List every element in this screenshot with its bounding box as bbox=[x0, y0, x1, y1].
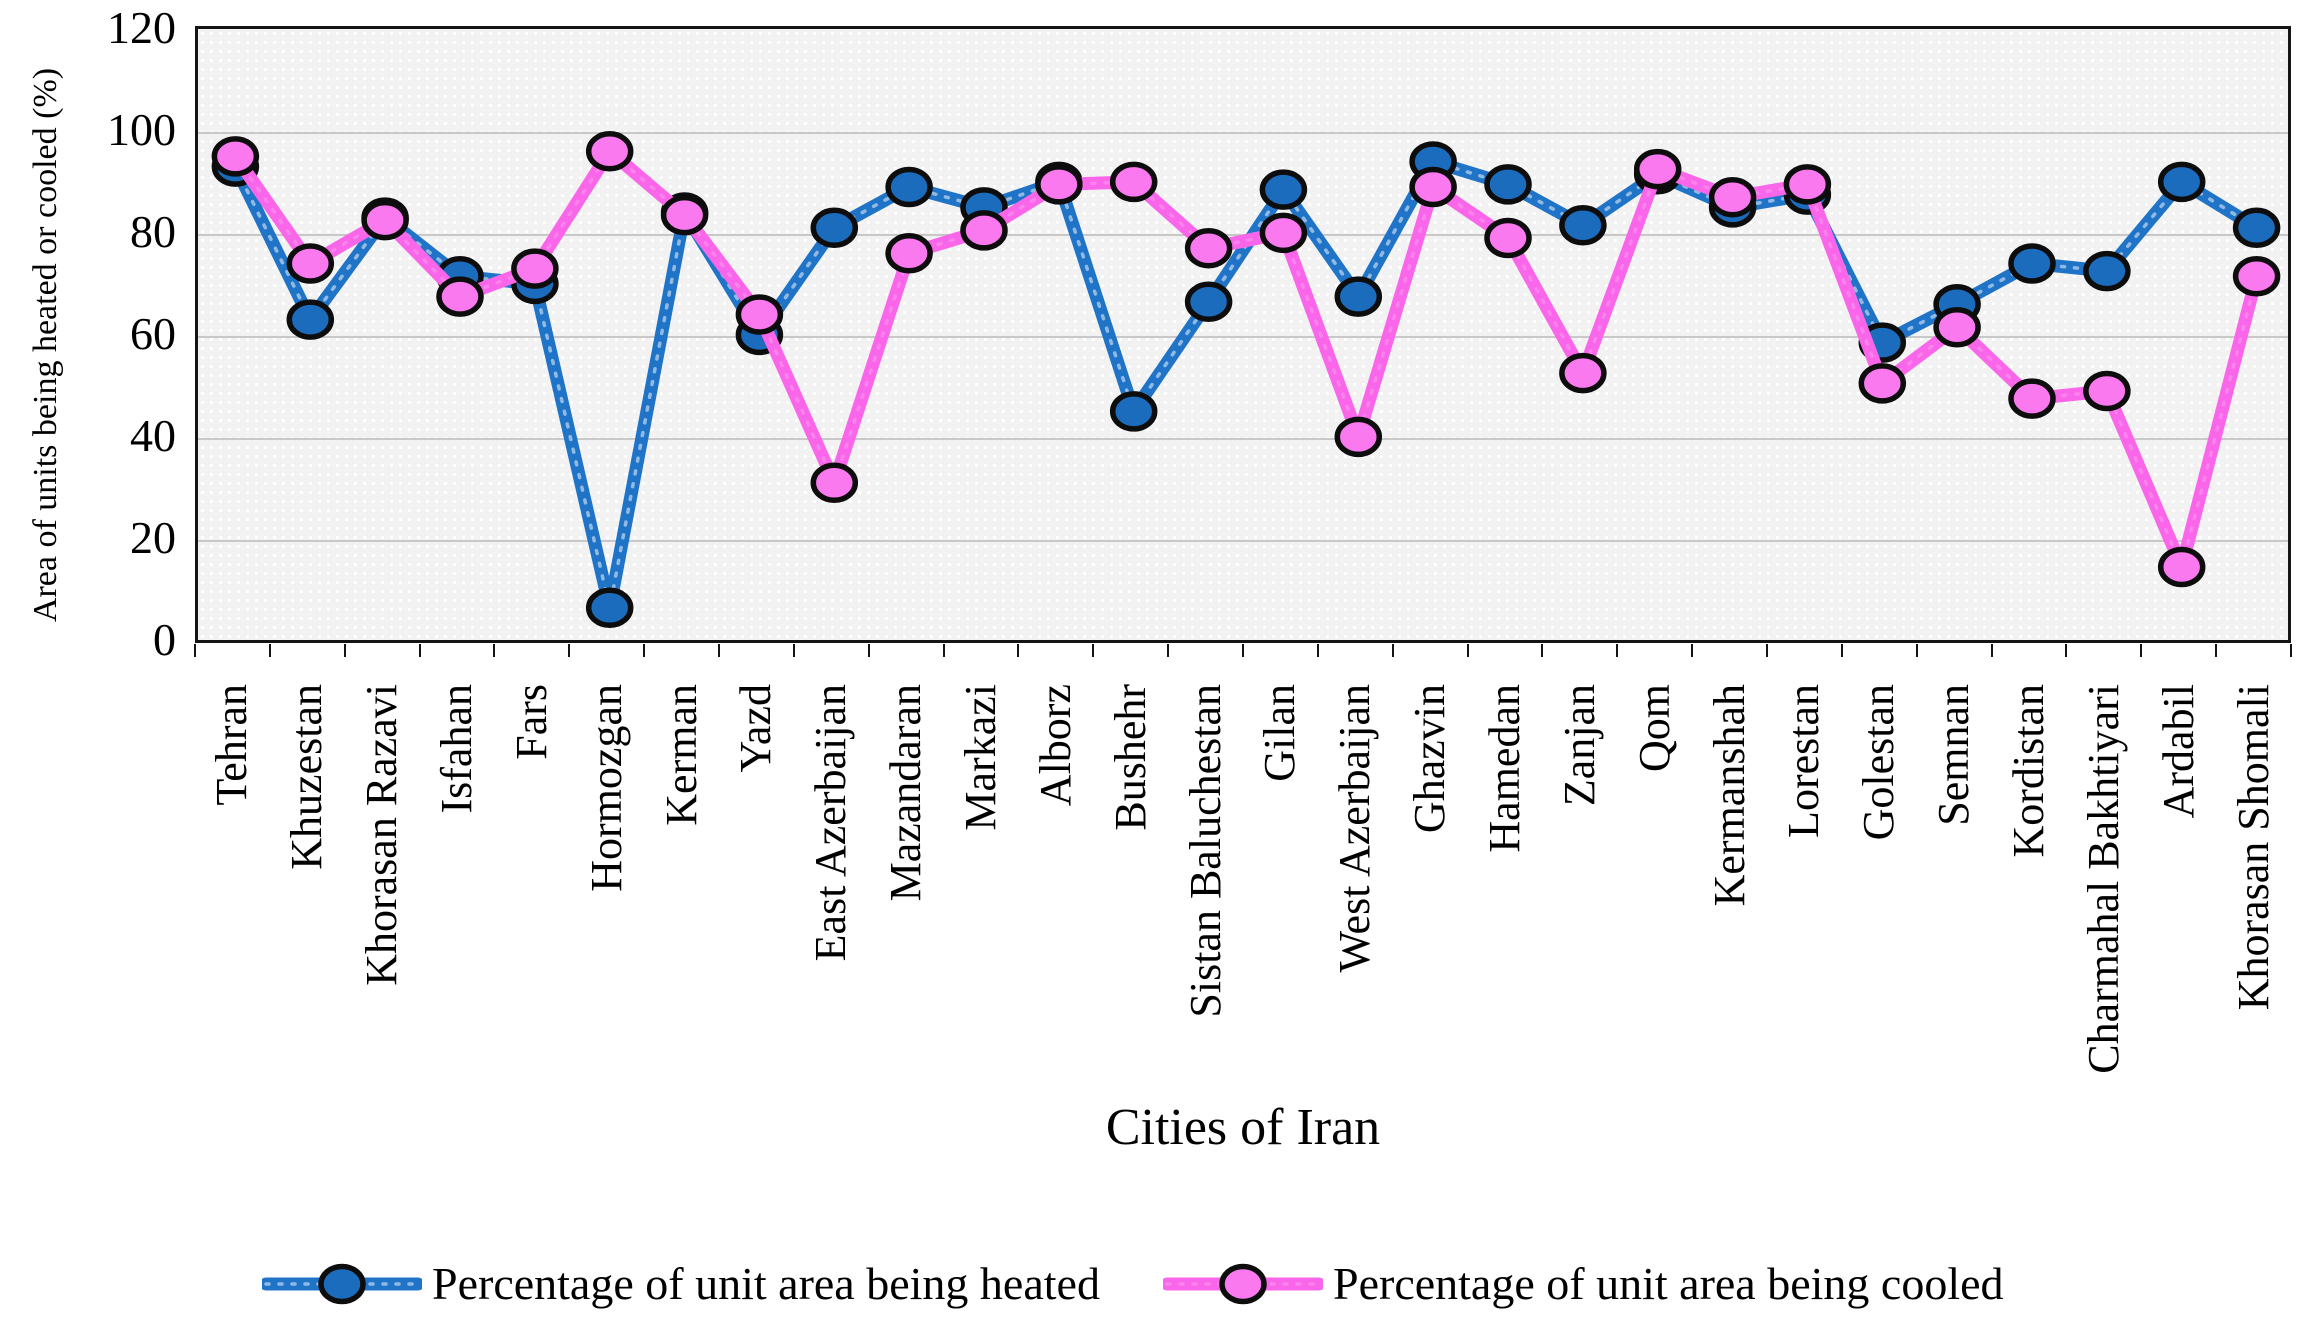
data-point-marker bbox=[511, 248, 559, 289]
series-line-texture-1 bbox=[233, 149, 2259, 569]
category-boundary-tick bbox=[2065, 644, 2068, 657]
data-point-marker bbox=[810, 462, 859, 504]
data-point-marker bbox=[2083, 370, 2131, 412]
data-point-marker bbox=[1484, 217, 1532, 259]
category-boundary-tick bbox=[1316, 644, 1319, 657]
data-point-marker bbox=[2008, 378, 2056, 419]
data-point-marker bbox=[585, 131, 634, 172]
data-point-marker bbox=[1334, 416, 1383, 458]
data-point-marker bbox=[1783, 164, 1832, 205]
gridline-20 bbox=[198, 540, 2288, 542]
y-tick-label-60: 60 bbox=[130, 308, 176, 359]
category-boundary-tick bbox=[1017, 644, 1020, 657]
category-boundary-tick bbox=[942, 644, 945, 657]
category-boundary-tick bbox=[1915, 644, 1918, 657]
gridline-40 bbox=[198, 438, 2288, 440]
category-boundary-tick bbox=[1766, 644, 1768, 657]
data-point-marker bbox=[885, 233, 933, 274]
category-boundary-tick bbox=[2140, 644, 2143, 657]
series-line-texture-0 bbox=[233, 159, 2259, 610]
legend-line-sample-heated bbox=[262, 1263, 422, 1305]
category-boundary-tick bbox=[194, 644, 196, 657]
data-point-marker bbox=[1334, 276, 1383, 317]
data-point-marker bbox=[1259, 169, 1308, 210]
data-point-marker bbox=[1559, 352, 1607, 394]
category-boundary-tick bbox=[1990, 644, 1993, 657]
x-axis-title: Cities of Iran bbox=[1105, 1099, 1381, 1156]
y-tick-label-120: 120 bbox=[107, 2, 176, 53]
category-boundary-tick bbox=[1242, 644, 1244, 657]
category-boundary-tick bbox=[792, 644, 795, 657]
category-boundary-tick bbox=[643, 644, 646, 657]
y-tick-label-100: 100 bbox=[107, 104, 176, 155]
y-tick-label-0: 0 bbox=[153, 614, 176, 665]
data-point-marker bbox=[2083, 250, 2131, 292]
gridline-60 bbox=[198, 336, 2288, 338]
data-point-marker bbox=[1184, 281, 1233, 323]
data-point-marker bbox=[1109, 391, 1158, 432]
data-point-marker bbox=[660, 194, 709, 236]
plot-area bbox=[195, 26, 2291, 643]
category-boundary-tick bbox=[343, 644, 346, 657]
data-point-marker bbox=[1559, 205, 1607, 246]
category-boundary-tick bbox=[1092, 644, 1095, 657]
category-boundary-tick bbox=[493, 644, 496, 657]
chart-svg bbox=[211, 131, 2281, 629]
y-tick-label-40: 40 bbox=[130, 410, 176, 461]
data-point-marker bbox=[2157, 546, 2206, 588]
cooled-marker-icon bbox=[1219, 1263, 1267, 1305]
category-boundary-tick bbox=[2215, 644, 2218, 657]
data-point-marker bbox=[1858, 363, 1907, 404]
category-boundary-tick bbox=[1167, 644, 1170, 657]
category-boundary-tick bbox=[2290, 644, 2292, 657]
series-line-1 bbox=[228, 144, 2264, 574]
data-point-marker bbox=[2008, 243, 2056, 284]
data-point-marker bbox=[1409, 166, 1457, 208]
data-point-marker bbox=[1708, 176, 1757, 218]
data-point-marker bbox=[2232, 207, 2281, 249]
data-point-marker bbox=[286, 299, 335, 340]
category-boundary-tick bbox=[568, 644, 571, 657]
legend-line-sample-cooled bbox=[1163, 1263, 1323, 1305]
data-point-marker bbox=[960, 210, 1008, 251]
category-boundary-tick bbox=[1616, 644, 1619, 657]
data-point-marker bbox=[1933, 307, 1981, 348]
y-tick-label-20: 20 bbox=[130, 512, 176, 563]
gridline-100 bbox=[198, 132, 2288, 134]
data-point-marker bbox=[885, 166, 933, 208]
category-boundary-tick bbox=[718, 644, 720, 657]
data-point-marker bbox=[1184, 227, 1233, 269]
category-boundary-tick bbox=[418, 644, 421, 657]
legend-label-cooled: Percentage of unit area being cooled bbox=[1333, 1258, 2004, 1309]
heated-marker-icon bbox=[318, 1263, 366, 1305]
category-boundary-tick bbox=[1840, 644, 1843, 657]
series-line-0 bbox=[228, 155, 2264, 615]
category-boundary-tick bbox=[867, 644, 870, 657]
data-point-marker bbox=[361, 199, 409, 241]
data-point-marker bbox=[1035, 164, 1083, 205]
category-boundary-tick bbox=[1466, 644, 1469, 657]
data-point-marker bbox=[1484, 164, 1532, 205]
category-boundary-tick bbox=[1541, 644, 1544, 657]
data-point-marker bbox=[436, 276, 484, 317]
data-point-marker bbox=[1633, 148, 1682, 190]
data-point-marker bbox=[810, 207, 859, 249]
category-boundary-tick bbox=[268, 644, 271, 657]
data-point-marker bbox=[286, 243, 335, 284]
data-point-marker bbox=[2157, 161, 2206, 203]
category-boundary-tick bbox=[1691, 644, 1694, 657]
category-boundary-tick bbox=[1391, 644, 1394, 657]
data-point-marker bbox=[2232, 256, 2281, 297]
data-point-marker bbox=[585, 587, 634, 629]
data-point-marker bbox=[1109, 161, 1158, 203]
y-tick-label-80: 80 bbox=[130, 206, 176, 257]
data-point-marker bbox=[211, 136, 260, 177]
data-point-marker bbox=[1259, 212, 1308, 254]
legend-label-heated: Percentage of unit area being heated bbox=[432, 1258, 1100, 1309]
data-point-marker bbox=[735, 294, 784, 335]
